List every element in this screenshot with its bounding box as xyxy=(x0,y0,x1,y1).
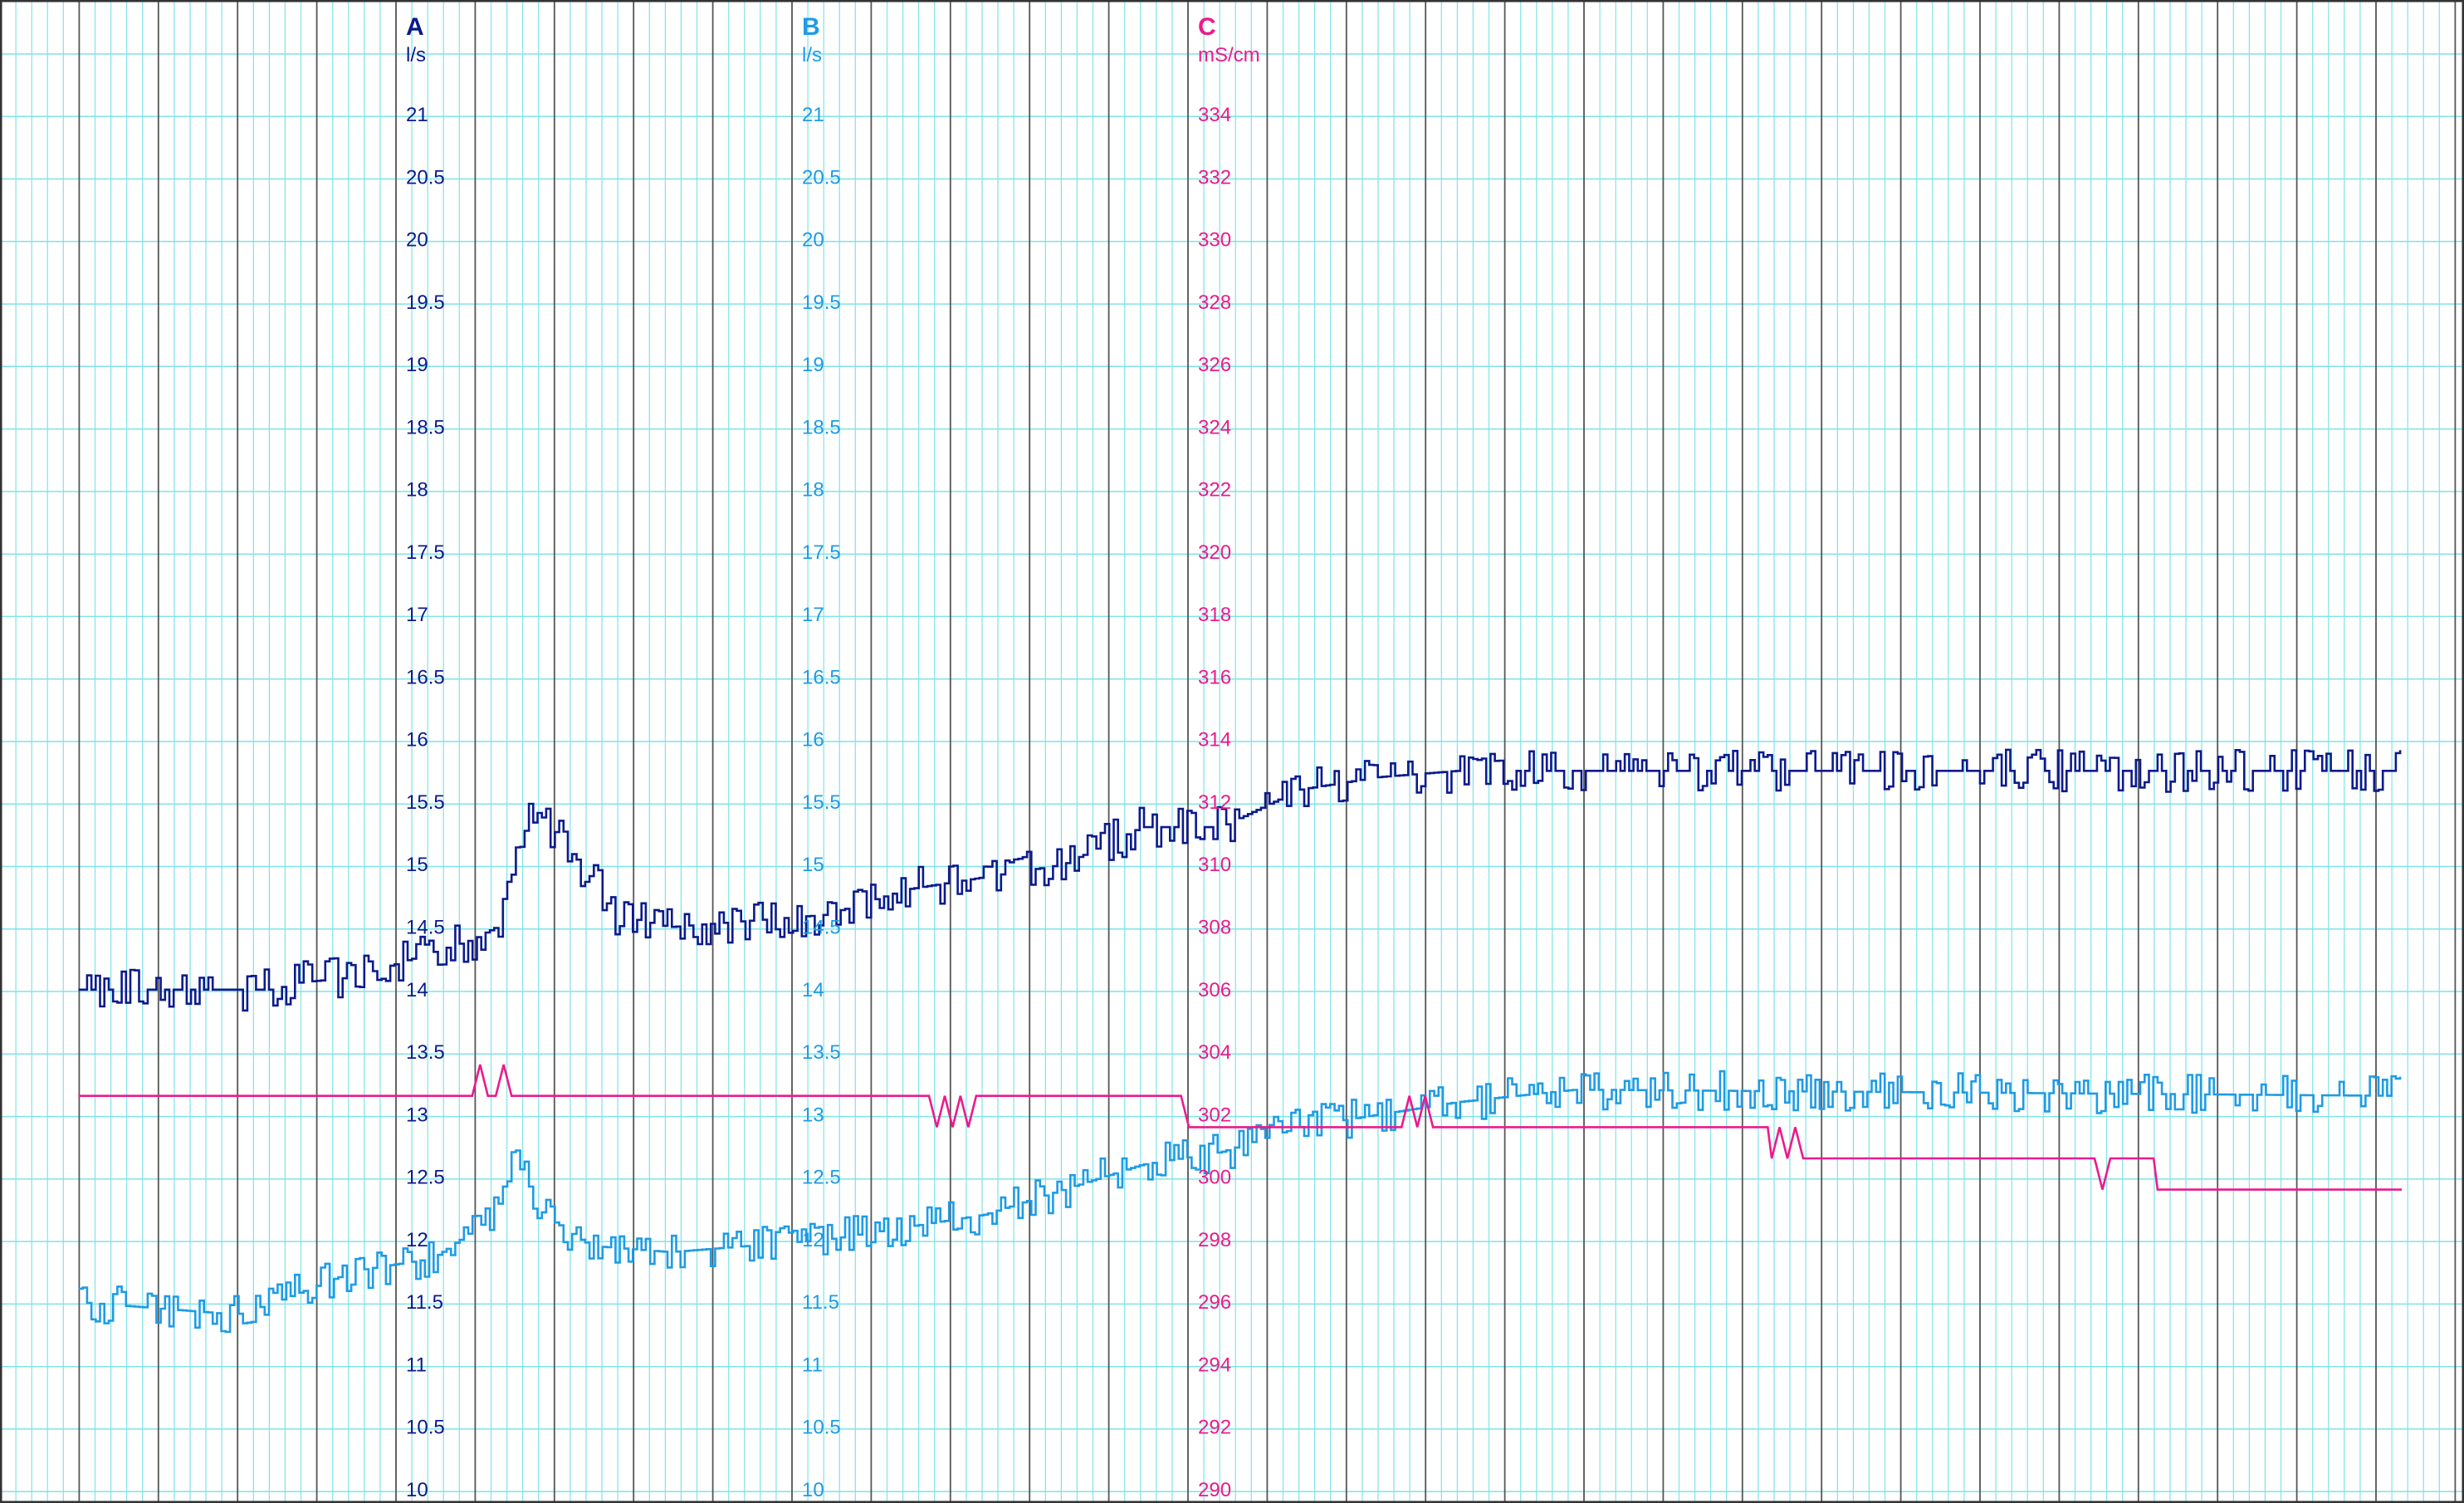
tick-label-b: 11.5 xyxy=(802,1291,839,1314)
tick-label-b: 19 xyxy=(802,354,824,376)
tick-label-a: 10.5 xyxy=(406,1417,445,1439)
tick-label-b: 21 xyxy=(802,104,824,126)
tick-label-a: 18.5 xyxy=(406,416,445,438)
tick-label-a: 18 xyxy=(406,479,428,502)
tick-label-c: 320 xyxy=(1198,541,1231,564)
series-line-c xyxy=(78,1064,2402,1191)
tick-label-c: 332 xyxy=(1198,166,1231,188)
tick-label-b: 13.5 xyxy=(802,1041,841,1064)
tick-label-a: 14 xyxy=(406,979,428,1001)
axis-unit-c: mS/cm xyxy=(1198,44,1260,66)
tick-label-b: 18.5 xyxy=(802,416,841,438)
tick-label-c: 300 xyxy=(1198,1167,1231,1189)
tick-label-c: 298 xyxy=(1198,1229,1231,1251)
tick-label-a: 19.5 xyxy=(406,291,445,314)
tick-label-c: 316 xyxy=(1198,666,1231,688)
axis-title-a: A xyxy=(406,13,424,41)
tick-label-a: 16.5 xyxy=(406,666,445,688)
tick-label-c: 314 xyxy=(1198,729,1231,752)
tick-label-c: 292 xyxy=(1198,1417,1231,1439)
tick-label-b: 17 xyxy=(802,604,824,626)
tick-label-b: 13 xyxy=(802,1104,824,1126)
tick-label-c: 306 xyxy=(1198,979,1231,1001)
axis-title-c: C xyxy=(1198,13,1216,41)
tick-label-c: 322 xyxy=(1198,479,1231,502)
tick-label-b: 18 xyxy=(802,479,824,502)
tick-label-b: 15 xyxy=(802,854,824,876)
tick-label-b: 16 xyxy=(802,729,824,752)
tick-label-a: 13 xyxy=(406,1104,428,1126)
tick-label-a: 20 xyxy=(406,229,428,252)
tick-label-b: 17.5 xyxy=(802,541,841,564)
tick-label-b: 14 xyxy=(802,979,824,1001)
tick-label-a: 15.5 xyxy=(406,791,445,814)
tick-label-b: 10 xyxy=(802,1479,824,1501)
series-line-a xyxy=(78,748,2402,1012)
tick-label-b: 11 xyxy=(802,1354,823,1376)
tick-label-b: 19.5 xyxy=(802,291,841,314)
tick-label-c: 290 xyxy=(1198,1479,1231,1501)
tick-label-a: 19 xyxy=(406,354,428,376)
tick-label-b: 20 xyxy=(802,229,824,252)
tick-label-c: 310 xyxy=(1198,854,1231,876)
tick-label-b: 14.5 xyxy=(802,917,841,939)
tick-label-a: 11 xyxy=(406,1354,427,1376)
tick-label-a: 17.5 xyxy=(406,541,445,564)
tick-label-c: 294 xyxy=(1198,1354,1231,1376)
tick-label-a: 21 xyxy=(406,104,428,126)
tick-label-b: 10.5 xyxy=(802,1417,841,1439)
axis-labels: Al/s 21 20.5 20 19.5 19 18.5 18 17.5 17 16.5 16 15.5… xyxy=(406,13,1260,1501)
tick-label-c: 326 xyxy=(1198,354,1231,376)
tick-label-a: 14.5 xyxy=(406,917,445,939)
tick-label-c: 296 xyxy=(1198,1291,1231,1314)
tick-label-a: 12.5 xyxy=(406,1167,445,1189)
tick-label-b: 12.5 xyxy=(802,1167,841,1189)
series-line-b xyxy=(78,1070,2402,1334)
tick-label-a: 17 xyxy=(406,604,428,626)
series-layer xyxy=(78,748,2402,1334)
tick-label-a: 20.5 xyxy=(406,166,445,188)
tick-label-a: 12 xyxy=(406,1229,428,1251)
tick-label-a: 16 xyxy=(406,729,428,752)
tick-label-c: 304 xyxy=(1198,1041,1231,1064)
axis-unit-a: l/s xyxy=(406,44,426,66)
tick-label-c: 328 xyxy=(1198,291,1231,314)
tick-label-c: 334 xyxy=(1198,104,1231,126)
tick-label-c: 330 xyxy=(1198,229,1231,252)
tick-label-b: 12 xyxy=(802,1229,824,1251)
tick-label-b: 20.5 xyxy=(802,166,841,188)
tick-label-b: 16.5 xyxy=(802,666,841,688)
axis-title-b: B xyxy=(802,13,820,41)
tick-label-c: 318 xyxy=(1198,604,1231,626)
tick-label-a: 11.5 xyxy=(406,1291,443,1314)
tick-label-a: 10 xyxy=(406,1479,428,1501)
tick-label-c: 324 xyxy=(1198,416,1231,438)
axis-unit-b: l/s xyxy=(802,44,822,66)
tick-label-a: 13.5 xyxy=(406,1041,445,1064)
tick-label-c: 308 xyxy=(1198,917,1231,939)
tick-label-b: 15.5 xyxy=(802,791,841,814)
tick-label-a: 15 xyxy=(406,854,428,876)
tick-label-c: 302 xyxy=(1198,1104,1231,1126)
tick-label-c: 312 xyxy=(1198,791,1231,814)
